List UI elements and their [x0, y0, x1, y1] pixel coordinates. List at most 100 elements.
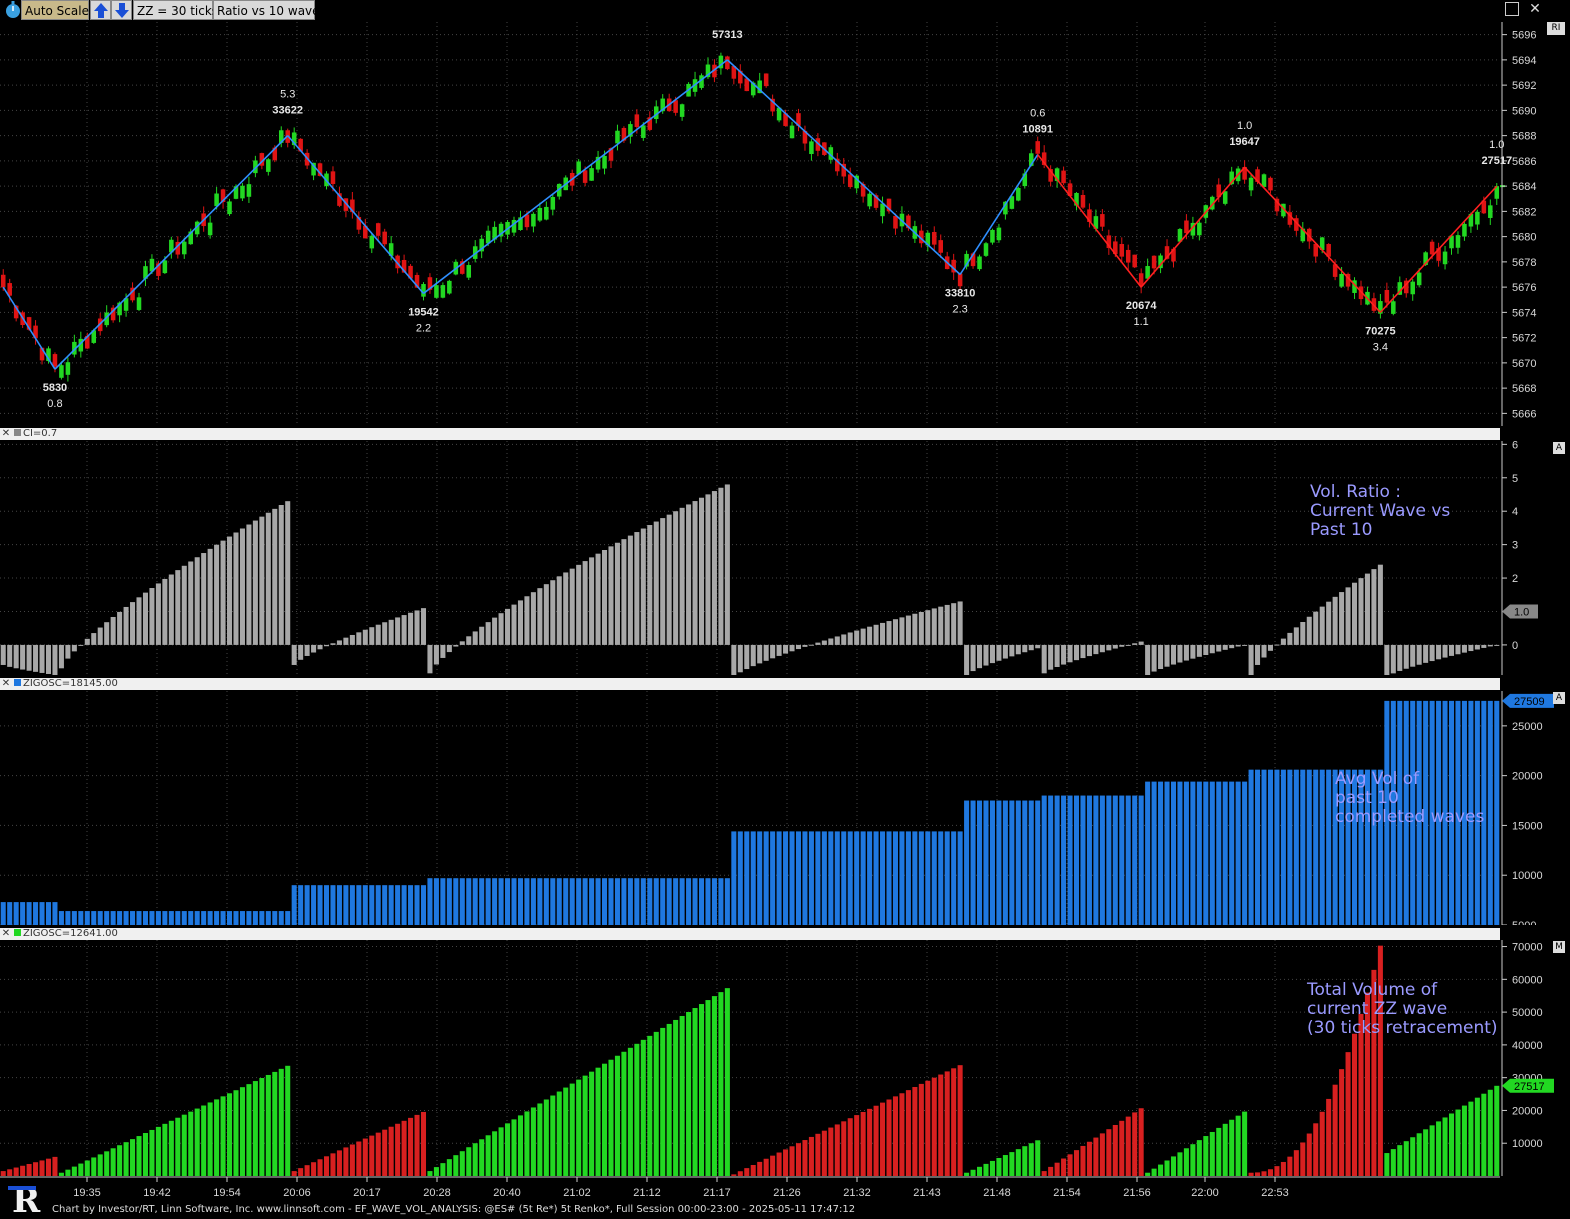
- avg-bar: [479, 878, 485, 925]
- ratio-bar: [1132, 643, 1138, 645]
- avg-bar: [750, 831, 756, 925]
- total-note: Total Volume of current ZZ wave (30 tick…: [1307, 981, 1498, 1038]
- ratio-bar: [951, 603, 957, 645]
- price-panel[interactable]: 58300.85.333622195422.25.857313338102.30…: [0, 13, 1512, 426]
- ratio-bar: [621, 539, 627, 645]
- avg-bar: [698, 878, 705, 925]
- ratio-bar: [892, 619, 898, 645]
- ratio-bar: [479, 626, 485, 645]
- total-volume-bar: [1487, 1089, 1493, 1176]
- ratio-bar: [737, 644, 743, 673]
- total-scale-tag[interactable]: M: [1553, 941, 1565, 953]
- price-bar: [983, 243, 989, 256]
- ratio-bar: [1086, 644, 1092, 657]
- zigzag-setting-button[interactable]: ZZ = 30 ticks: [133, 0, 218, 20]
- avg-bar: [770, 831, 776, 925]
- price-bar: [537, 207, 543, 221]
- total-volume-bar: [808, 1136, 814, 1176]
- ratio-setting-button[interactable]: Ratio vs 10 wave: [213, 0, 320, 20]
- total-volume-bar: [317, 1159, 323, 1176]
- ratio-bar: [1080, 644, 1086, 659]
- vol-ratio-panel[interactable]: [0, 441, 1500, 677]
- ratio-bar: [1384, 644, 1390, 677]
- price-tick-label: 5692: [1512, 80, 1536, 92]
- ratio-bar: [1494, 644, 1500, 646]
- avg-bar: [634, 878, 640, 925]
- zigzag-segment: [287, 135, 425, 294]
- ci-scale-tag[interactable]: A: [1553, 442, 1565, 454]
- avg-bar: [1306, 769, 1312, 925]
- avg-bar: [104, 911, 110, 925]
- total-volume-bar: [26, 1163, 32, 1176]
- price-bar: [182, 241, 187, 255]
- pivot-ratio-label: 2.2: [416, 322, 431, 334]
- total-volume-bar: [259, 1078, 265, 1176]
- total-volume-bar: [666, 1023, 672, 1176]
- total-volume-bar: [737, 1171, 743, 1176]
- ci-panel-header: ✕ CI=0.7: [0, 428, 1500, 440]
- stopwatch-icon[interactable]: [0, 0, 20, 20]
- avg-bar: [679, 878, 685, 925]
- auto-scale-button[interactable]: Auto Scale: [21, 0, 89, 20]
- avg-bar: [1448, 700, 1455, 925]
- total-volume-panel[interactable]: [0, 940, 1500, 1176]
- avg-bar: [168, 911, 174, 925]
- avg-bar: [1300, 769, 1306, 925]
- price-bar: [1423, 252, 1428, 265]
- ratio-bar: [537, 588, 543, 645]
- price-bar: [401, 259, 407, 273]
- pivot-volume-label: 19647: [1229, 136, 1260, 148]
- total-volume-bar: [524, 1111, 530, 1176]
- avg-bar: [1494, 700, 1500, 925]
- collapse-zigosc2-icon[interactable]: ✕: [1, 928, 11, 939]
- avg-bar: [142, 911, 148, 925]
- price-bar: [1378, 301, 1383, 314]
- avg-bar: [130, 911, 136, 925]
- zigzag-segment: [959, 154, 1039, 275]
- total-volume-bar: [1306, 1133, 1312, 1176]
- total-volume-bar: [1028, 1143, 1034, 1176]
- ratio-bar: [1390, 644, 1396, 674]
- price-bar: [828, 147, 834, 160]
- time-tick-label: 20:06: [283, 1187, 311, 1199]
- ratio-bar: [466, 636, 472, 645]
- total-volume-bar: [330, 1153, 336, 1176]
- close-window-icon[interactable]: ✕: [1529, 1, 1541, 17]
- ri-badge[interactable]: RI: [1547, 22, 1565, 35]
- price-bar: [1087, 209, 1092, 222]
- avg-bar: [1287, 769, 1293, 925]
- ratio-bar: [1002, 644, 1008, 659]
- collapse-zigosc1-icon[interactable]: ✕: [1, 678, 11, 689]
- price-bar: [1164, 246, 1170, 259]
- price-bar: [951, 259, 956, 273]
- price-bar: [253, 160, 258, 174]
- ratio-bar: [1332, 596, 1338, 645]
- ratio-bar: [1436, 644, 1442, 660]
- scroll-up-button[interactable]: [90, 0, 111, 20]
- total-volume-bar: [1377, 945, 1383, 1176]
- collapse-ci-icon[interactable]: ✕: [1, 428, 11, 439]
- avg-bar: [214, 911, 220, 925]
- total-volume-bar: [20, 1165, 26, 1176]
- price-bar: [1067, 183, 1073, 197]
- price-bar: [1028, 153, 1034, 166]
- avg-last-tag: 27509: [1502, 693, 1554, 708]
- ratio-bar: [39, 644, 45, 673]
- total-volume-bar: [964, 1172, 970, 1176]
- avg-scale-tag[interactable]: A: [1553, 692, 1565, 704]
- avg-bar: [1280, 769, 1286, 925]
- avg-vol-panel[interactable]: [0, 691, 1500, 926]
- ratio-bar: [776, 644, 782, 656]
- zigzag-segment: [2, 286, 56, 370]
- price-bar: [1462, 223, 1467, 237]
- scroll-down-button[interactable]: [111, 0, 132, 20]
- total-volume-bar: [1319, 1111, 1325, 1176]
- price-tick-label: 5684: [1512, 181, 1536, 193]
- pivot-volume-label: 33810: [945, 288, 976, 300]
- total-volume-bar: [1093, 1137, 1099, 1176]
- avg-bar: [724, 878, 730, 925]
- pivot-volume-label: 57313: [712, 29, 743, 41]
- ratio-tick-label: 4: [1512, 506, 1518, 518]
- restore-window-icon[interactable]: [1505, 2, 1519, 16]
- price-bar: [1132, 254, 1137, 268]
